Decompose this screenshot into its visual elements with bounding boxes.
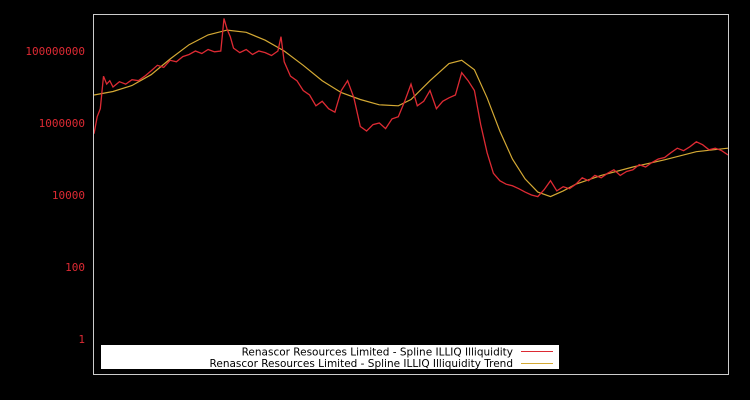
- y-tick-label: 10000: [52, 189, 85, 202]
- legend-label-trend: Renascor Resources Limited - Spline ILLI…: [210, 358, 513, 370]
- plot-frame: [93, 14, 729, 375]
- y-axis: 100000000 1000000 10000 100 1: [25, 45, 85, 346]
- y-tick-label: 100000000: [25, 45, 85, 58]
- legend-box: [101, 345, 559, 369]
- y-tick-label: 1: [78, 333, 85, 346]
- legend-label-illiquidity: Renascor Resources Limited - Spline ILLI…: [242, 347, 513, 359]
- y-tick-label: 1000000: [39, 117, 85, 130]
- y-tick-label: 100: [65, 261, 85, 274]
- legend: Renascor Resources Limited - Spline ILLI…: [101, 345, 559, 370]
- illiquidity-line: [94, 18, 728, 198]
